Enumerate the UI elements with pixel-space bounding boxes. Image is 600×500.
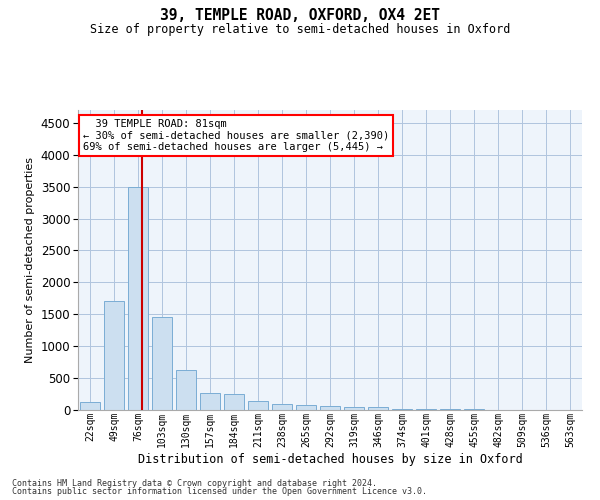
Bar [176,370,196,410]
Bar [248,401,268,410]
Bar [224,394,244,410]
Bar [200,394,220,410]
Bar [152,318,172,410]
Text: 39 TEMPLE ROAD: 81sqm
← 30% of semi-detached houses are smaller (2,390)
69% of s: 39 TEMPLE ROAD: 81sqm ← 30% of semi-deta… [83,119,389,152]
Text: Contains public sector information licensed under the Open Government Licence v3: Contains public sector information licen… [12,487,427,496]
Text: Size of property relative to semi-detached houses in Oxford: Size of property relative to semi-detach… [90,22,510,36]
Text: Contains HM Land Registry data © Crown copyright and database right 2024.: Contains HM Land Registry data © Crown c… [12,478,377,488]
Bar [104,302,124,410]
Text: Distribution of semi-detached houses by size in Oxford: Distribution of semi-detached houses by … [137,452,523,466]
Bar [392,408,412,410]
Bar [320,406,340,410]
Bar [344,407,364,410]
Y-axis label: Number of semi-detached properties: Number of semi-detached properties [25,157,35,363]
Bar [296,405,316,410]
Bar [416,409,436,410]
Bar [80,402,100,410]
Bar [368,408,388,410]
Bar [128,186,148,410]
Text: 39, TEMPLE ROAD, OXFORD, OX4 2ET: 39, TEMPLE ROAD, OXFORD, OX4 2ET [160,8,440,22]
Bar [272,404,292,410]
